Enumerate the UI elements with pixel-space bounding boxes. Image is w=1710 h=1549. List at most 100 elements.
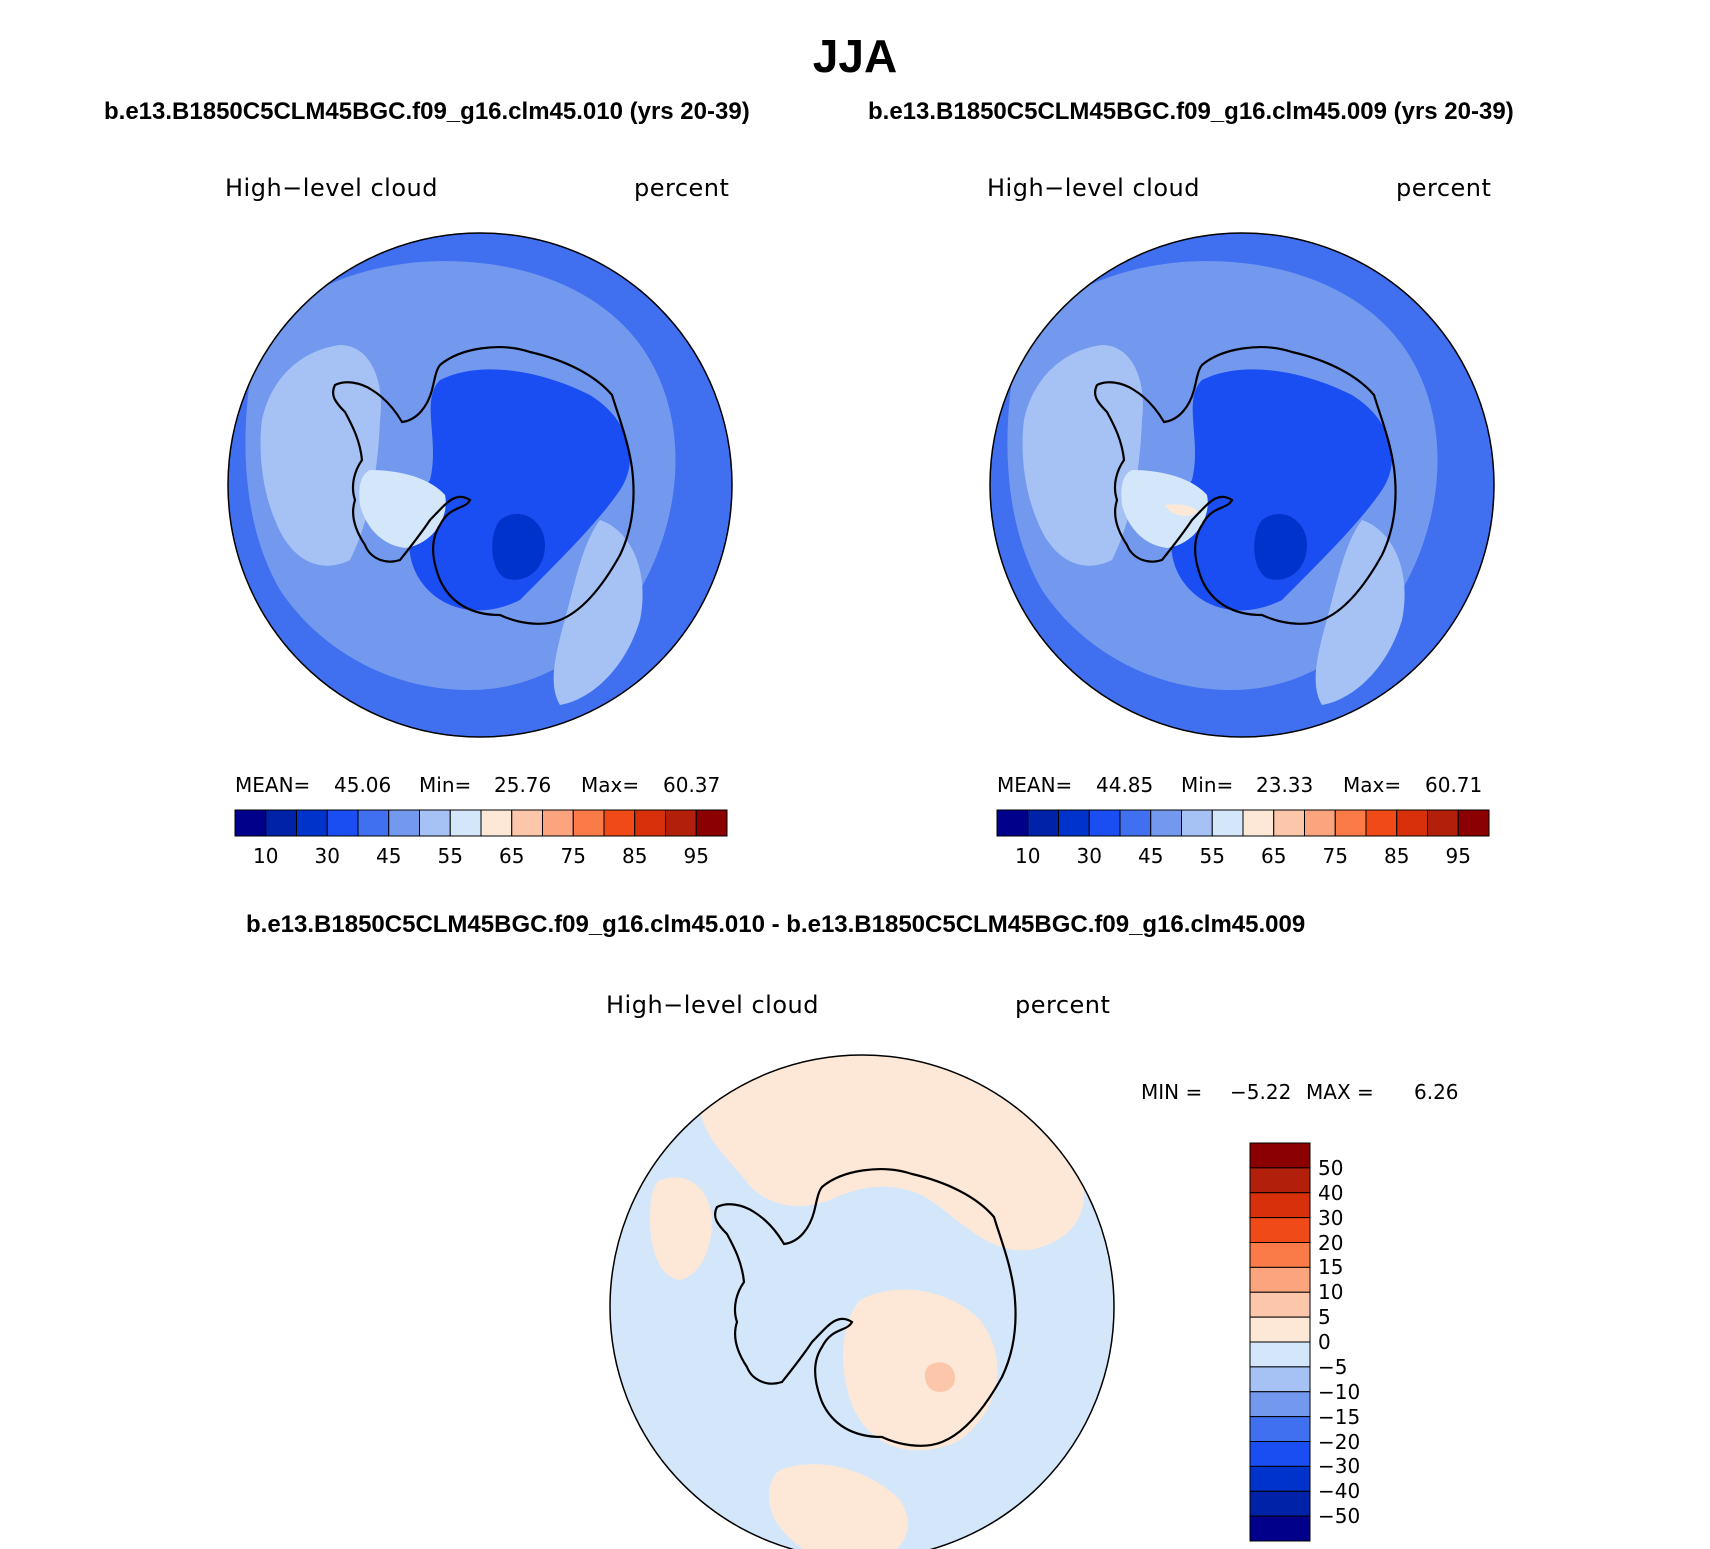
difference-min-value: −5.22 <box>1230 1080 1292 1104</box>
control-colorbar <box>996 809 1490 837</box>
case-colorbar-tick-label: 85 <box>622 844 648 868</box>
case-colorbar-swatch <box>542 809 574 837</box>
control-plateau-core <box>1254 514 1307 580</box>
case-colorbar-swatch <box>265 809 297 837</box>
difference-positive-region-west <box>650 1177 712 1280</box>
case-header: b.e13.B1850C5CLM45BGC.f09_g16.clm45.010 … <box>104 98 750 125</box>
control-min-value: 23.33 <box>1256 773 1314 797</box>
case-colorbar-swatch <box>326 809 359 837</box>
control-peninsula-warm <box>1165 504 1198 516</box>
control-colorbar-swatch <box>1304 809 1336 837</box>
case-colorbar-swatch <box>511 809 543 837</box>
case-colorbar-tick-label: 95 <box>683 844 709 868</box>
control-colorbar-swatch <box>1181 809 1213 837</box>
case-colorbar-tick-label: 55 <box>437 844 463 868</box>
control-units-label: percent <box>1396 174 1492 202</box>
case-plateau <box>409 369 630 611</box>
difference-positive-region-north <box>700 1055 1085 1251</box>
control-colorbar-swatch <box>1273 809 1305 837</box>
case-min-label: Min= <box>419 773 472 797</box>
control-colorbar-tick-label: 30 <box>1076 844 1102 868</box>
difference-colorbar-swatch <box>1249 1192 1311 1219</box>
difference-colorbar-swatch <box>1249 1242 1311 1268</box>
control-colorbar-swatch <box>1365 809 1398 837</box>
difference-min-label: MIN = <box>1141 1080 1203 1104</box>
difference-colorbar-tick-label: −15 <box>1318 1404 1361 1429</box>
control-colorbar-swatch <box>1211 809 1244 837</box>
case-colorbar-swatch <box>634 809 666 837</box>
case-colorbar <box>234 809 728 837</box>
difference-colorbar-swatch <box>1249 1291 1311 1318</box>
case-colorbar-swatch <box>449 809 482 837</box>
case-min-value: 25.76 <box>494 773 552 797</box>
control-coastline <box>1093 346 1397 625</box>
case-colorbar-swatch <box>665 809 697 837</box>
control-colorbar-tick-label: 85 <box>1384 844 1410 868</box>
control-colorbar-swatch <box>1242 809 1275 837</box>
difference-colorbar-tick-label: 50 <box>1318 1155 1344 1180</box>
difference-colorbar-tick-label: 0 <box>1318 1330 1331 1354</box>
difference-colorbar-tick-label: −50 <box>1318 1504 1361 1529</box>
difference-colorbar-swatch <box>1249 1465 1311 1492</box>
difference-colorbar-tick-label: −10 <box>1318 1379 1361 1404</box>
case-colorbar-tick-label: 10 <box>253 844 279 868</box>
difference-colorbar-swatch <box>1249 1217 1311 1243</box>
difference-colorbar-swatch <box>1249 1167 1311 1194</box>
control-ocean-light-east <box>1315 520 1405 705</box>
control-colorbar-tick-label: 10 <box>1015 844 1041 868</box>
difference-header: b.e13.B1850C5CLM45BGC.f09_g16.clm45.010 … <box>246 911 1306 938</box>
difference-colorbar-tick-label: −30 <box>1318 1454 1361 1479</box>
case-colorbar-swatch <box>480 809 513 837</box>
case-colorbar-swatch <box>695 809 728 837</box>
difference-max-value: 6.26 <box>1414 1080 1459 1104</box>
difference-colorbar-swatch <box>1249 1515 1311 1542</box>
control-mean-value: 44.85 <box>1096 773 1154 797</box>
difference-units-label: percent <box>1015 991 1111 1019</box>
case-plateau-core <box>492 514 545 580</box>
case-units-label: percent <box>634 174 730 202</box>
case-colorbar-tick-label: 65 <box>499 844 525 868</box>
control-max-value: 60.71 <box>1425 773 1483 797</box>
control-colorbar-tick-label: 65 <box>1261 844 1287 868</box>
difference-colorbar-tick-label: 30 <box>1318 1205 1344 1230</box>
case-colorbar-swatch <box>388 809 420 837</box>
difference-positive-region-south <box>769 1464 908 1549</box>
control-colorbar-swatch <box>1119 809 1152 837</box>
difference-coastline <box>713 1168 1017 1447</box>
control-colorbar-swatch <box>1334 809 1367 837</box>
difference-colorbar-swatch <box>1249 1490 1311 1517</box>
case-colorbar-swatch <box>234 809 267 837</box>
difference-colorbar <box>1249 1142 1311 1542</box>
difference-colorbar-swatch <box>1249 1142 1311 1169</box>
control-mean-label: MEAN= <box>997 773 1073 797</box>
difference-colorbar-swatch <box>1249 1366 1311 1393</box>
difference-colorbar-swatch <box>1249 1341 1311 1368</box>
case-mean-label: MEAN= <box>235 773 311 797</box>
control-colorbar-tick-label: 75 <box>1322 844 1348 868</box>
case-colorbar-swatch <box>419 809 451 837</box>
control-colorbar-tick-label: 45 <box>1138 844 1164 868</box>
control-min-label: Min= <box>1181 773 1234 797</box>
difference-variable-label: High−level cloud <box>606 991 819 1019</box>
difference-colorbar-swatch <box>1249 1316 1311 1343</box>
control-colorbar-tick-label: 95 <box>1445 844 1471 868</box>
control-plateau <box>1171 369 1392 611</box>
control-colorbar-swatch <box>996 809 1029 837</box>
case-ocean-light-west <box>260 345 381 566</box>
control-colorbar-swatch <box>1150 809 1182 837</box>
control-variable-label: High−level cloud <box>987 174 1200 202</box>
difference-colorbar-tick-label: 5 <box>1318 1305 1331 1330</box>
control-colorbar-swatch <box>1457 809 1490 837</box>
control-colorbar-swatch <box>1427 809 1459 837</box>
difference-colorbar-tick-label: −5 <box>1318 1354 1348 1379</box>
case-ocean-light-east <box>553 520 643 705</box>
case-coastline <box>331 346 635 625</box>
case-colorbar-tick-label: 30 <box>314 844 340 868</box>
control-colorbar-swatch <box>1027 809 1059 837</box>
difference-max-label: MAX = <box>1306 1080 1374 1104</box>
difference-colorbar-swatch <box>1249 1266 1311 1293</box>
difference-colorbar-tick-label: −20 <box>1318 1429 1361 1454</box>
